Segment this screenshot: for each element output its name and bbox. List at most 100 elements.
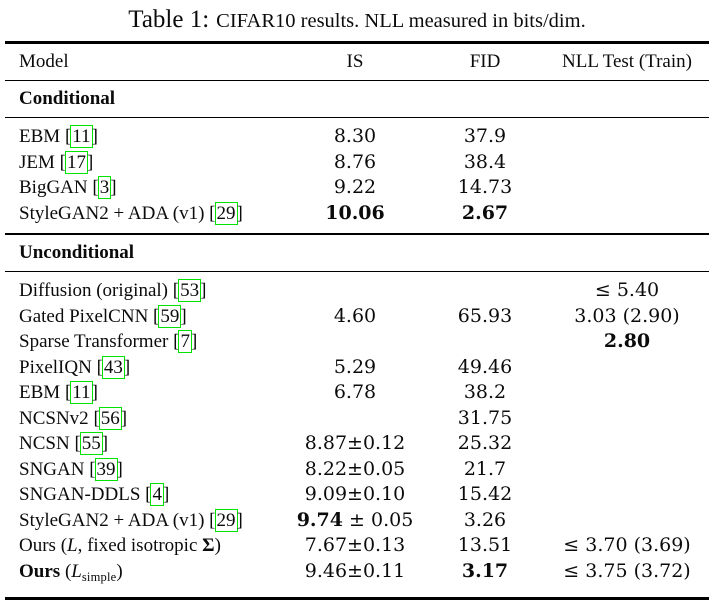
citation-link[interactable]: 7 bbox=[178, 330, 192, 353]
model-cell: NCSNv2 [56] bbox=[19, 406, 128, 430]
text-part: 5.29 bbox=[333, 355, 377, 378]
text-part: Gated PixelCNN bbox=[19, 305, 154, 327]
model-cell: Gated PixelCNN [59] bbox=[19, 304, 187, 328]
text-part: 9.09±0.10 bbox=[304, 483, 406, 505]
is-cell: 8.87±0.12 bbox=[285, 431, 425, 457]
fid-cell: 65.93 bbox=[425, 304, 545, 330]
text-part: 8.22±0.05 bbox=[304, 457, 406, 480]
fid-cell: 14.73 bbox=[425, 175, 545, 201]
is-cell: 8.22±0.05 bbox=[285, 457, 425, 483]
model-cell: Ours (Lsimple) bbox=[5, 559, 285, 599]
model-cell: SNGAN [39] bbox=[19, 457, 123, 481]
text-part: 9.74 bbox=[296, 508, 343, 531]
text-part: PixelIQN bbox=[19, 356, 97, 378]
text-part: 13.51 bbox=[457, 534, 513, 556]
model-cell: NCSN [55] bbox=[19, 432, 109, 455]
is-cell: 7.67±0.13 bbox=[285, 533, 425, 559]
citation-link[interactable]: 11 bbox=[70, 381, 93, 404]
citation-link[interactable]: 29 bbox=[214, 508, 238, 532]
fid-cell: 15.42 bbox=[425, 482, 545, 508]
citation-link[interactable]: 55 bbox=[79, 432, 103, 455]
is-cell: 8.30 bbox=[285, 118, 425, 150]
col-header-nll: NLL Test (Train) bbox=[545, 42, 709, 81]
nll-cell bbox=[545, 406, 709, 432]
section-label: Conditional bbox=[5, 80, 709, 118]
citation-link[interactable]: 59 bbox=[158, 304, 182, 328]
fid-cell: 31.75 bbox=[425, 406, 545, 432]
table-row: EBM [11] 8.30 37.9 bbox=[5, 118, 709, 150]
table-row: NCSNv2 [56] 31.75 bbox=[5, 406, 709, 432]
citation-link[interactable]: 43 bbox=[101, 355, 125, 379]
text-part: 3.17 bbox=[461, 559, 509, 582]
text-part: NCSNv2 bbox=[19, 407, 94, 429]
model-cell: SNGAN-DDLS [4] bbox=[19, 483, 170, 506]
table-row: Diffusion (original) [53] ≤ 5.40 bbox=[5, 272, 709, 304]
text-part: 2.67 bbox=[461, 201, 509, 224]
citation-link[interactable]: 4 bbox=[150, 483, 164, 506]
table-row: SNGAN [39] 8.22±0.05 21.7 bbox=[5, 457, 709, 483]
nll-cell bbox=[545, 175, 709, 201]
text-part: 15.42 bbox=[457, 483, 513, 505]
is-cell: 5.29 bbox=[285, 355, 425, 381]
text-part: ≤ 3.70 (3.69) bbox=[563, 534, 691, 556]
section-row-unconditional: Unconditional bbox=[5, 233, 709, 272]
text-part: ± 0.05 bbox=[342, 508, 414, 531]
citation-link[interactable]: 56 bbox=[98, 406, 122, 430]
nll-cell: 2.80 bbox=[545, 329, 709, 355]
text-part: 2.80 bbox=[603, 330, 651, 352]
is-cell: 8.76 bbox=[285, 150, 425, 176]
text-part: 38.4 bbox=[463, 150, 507, 173]
fid-cell: 38.4 bbox=[425, 150, 545, 176]
citation-link[interactable]: 29 bbox=[214, 201, 238, 225]
model-cell: Sparse Transformer [7] bbox=[19, 330, 198, 353]
text-part: JEM bbox=[19, 151, 60, 173]
model-cell: JEM [17] bbox=[19, 150, 94, 174]
model-cell: EBM [11] bbox=[19, 381, 98, 404]
nll-cell bbox=[545, 355, 709, 381]
nll-cell bbox=[545, 201, 709, 235]
text-part: L bbox=[67, 535, 78, 556]
text-part: Sparse Transformer bbox=[19, 331, 174, 352]
text-part: ) bbox=[214, 535, 221, 556]
text-part: 6.78 bbox=[333, 381, 377, 403]
model-cell: Ours (L, fixed isotropic Σ) bbox=[5, 533, 285, 559]
model-cell: EBM [11] bbox=[19, 125, 98, 148]
table-caption: Table 1: CIFAR10 results. NLL measured in… bbox=[0, 3, 714, 41]
citation-link[interactable]: 11 bbox=[70, 125, 93, 148]
nll-cell bbox=[545, 380, 709, 406]
section-row-conditional: Conditional bbox=[5, 80, 709, 118]
results-table: Model IS FID NLL Test (Train) Conditiona… bbox=[5, 41, 709, 600]
table-row: Gated PixelCNN [59] 4.60 65.93 3.03 (2.90) bbox=[5, 304, 709, 330]
nll-cell bbox=[545, 457, 709, 483]
text-part: Diffusion (original) bbox=[19, 280, 173, 301]
text-part: simple bbox=[81, 569, 117, 584]
text-part: BigGAN bbox=[19, 177, 93, 198]
table-row: PixelIQN [43] 5.29 49.46 bbox=[5, 355, 709, 381]
fid-cell: 25.32 bbox=[425, 431, 545, 457]
citation-link[interactable]: 17 bbox=[64, 150, 88, 174]
col-header-model: Model bbox=[5, 42, 285, 81]
fid-cell: 21.7 bbox=[425, 457, 545, 483]
nll-cell bbox=[545, 482, 709, 508]
table-row: SNGAN-DDLS [4] 9.09±0.10 15.42 bbox=[5, 482, 709, 508]
text-part: 4.60 bbox=[333, 304, 377, 327]
fid-cell: 37.9 bbox=[425, 118, 545, 150]
fid-cell: 2.67 bbox=[425, 201, 545, 235]
table-row: Sparse Transformer [7] 2.80 bbox=[5, 329, 709, 355]
is-cell: 9.09±0.10 bbox=[285, 482, 425, 508]
text-part: L bbox=[71, 560, 82, 582]
is-cell: 6.78 bbox=[285, 380, 425, 406]
model-cell: StyleGAN2 + ADA (v1) [29] bbox=[19, 201, 243, 225]
is-cell bbox=[285, 406, 425, 432]
citation-link[interactable]: 3 bbox=[97, 176, 112, 199]
fid-cell: 3.17 bbox=[425, 559, 545, 599]
header-row: Model IS FID NLL Test (Train) bbox=[5, 42, 709, 81]
text-part: ≤ 3.75 (3.72) bbox=[563, 559, 691, 582]
citation-link[interactable]: 53 bbox=[178, 279, 202, 302]
nll-cell: ≤ 5.40 bbox=[545, 272, 709, 304]
table-row: Ours (Lsimple) 9.46±0.11 3.17 ≤ 3.75 (3.72) bbox=[5, 559, 709, 599]
text-part: 8.76 bbox=[333, 150, 377, 173]
citation-link[interactable]: 39 bbox=[94, 457, 118, 481]
nll-cell bbox=[545, 118, 709, 150]
fid-cell: 13.51 bbox=[425, 533, 545, 559]
